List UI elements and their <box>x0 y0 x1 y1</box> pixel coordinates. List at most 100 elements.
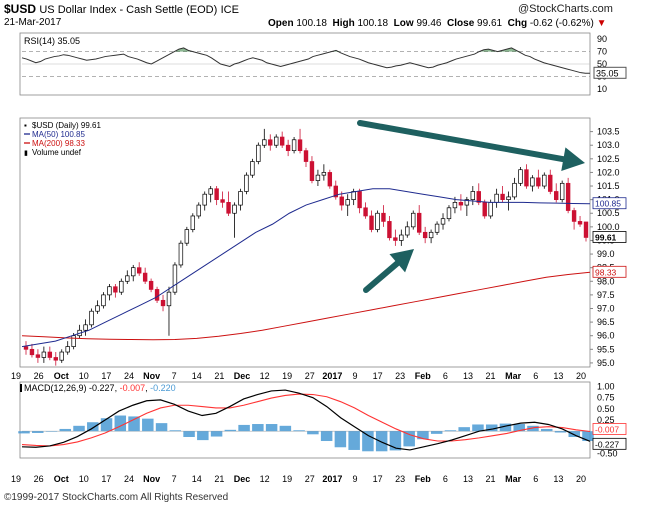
brand-logo[interactable]: @StockCharts.com <box>518 3 613 15</box>
macd-histogram-bar <box>499 423 512 432</box>
candle-body <box>577 221 583 225</box>
candle-body <box>47 351 53 358</box>
price-tick-label: 103.0 <box>597 140 620 150</box>
macd-signal-line <box>21 393 591 447</box>
candle-body <box>23 346 29 350</box>
x-tick-label: 19 <box>11 474 21 484</box>
rsi-value-box <box>593 66 627 79</box>
candle-body <box>101 294 106 307</box>
candle-body <box>274 136 279 146</box>
price-value-label: 98.33 <box>595 267 617 277</box>
candle-body <box>59 351 64 361</box>
candle-body <box>530 177 535 187</box>
candle-body <box>202 193 207 206</box>
candle-body <box>506 196 511 200</box>
downtrend-arrow-icon-shaft <box>357 120 567 163</box>
x-tick-label: 21 <box>214 474 224 484</box>
macd-histogram-bar <box>554 431 567 433</box>
price-tick-label: 95.5 <box>597 344 615 354</box>
ohlc-summary: Open 100.18 High 100.18 Low 99.46 Close … <box>268 18 606 29</box>
x-tick-label: 17 <box>101 474 111 484</box>
x-tick-label: Mar <box>505 371 522 381</box>
macd-tick-label: -0.50 <box>597 449 618 459</box>
copyright-text: ©1999-2017 StockCharts.com All Rights Re… <box>4 492 229 503</box>
macd-histogram-bar <box>417 431 429 440</box>
candle-body <box>393 237 398 241</box>
x-tick-label: 27 <box>305 474 315 484</box>
macd-line <box>21 389 591 451</box>
candle-body <box>548 174 553 192</box>
ma50-line <box>21 188 591 348</box>
candle-body <box>452 202 458 209</box>
candle-body <box>536 177 541 187</box>
price-value-box <box>592 265 627 278</box>
candle-body <box>166 291 172 307</box>
x-tick-label: 7 <box>172 371 177 381</box>
x-tick-label: Feb <box>415 474 432 484</box>
x-tick-label: 20 <box>576 371 586 381</box>
candle-body <box>518 169 523 184</box>
candle-body <box>446 207 452 220</box>
candle-body <box>119 280 124 293</box>
macd-legend-macd: -0.227 <box>89 383 115 393</box>
candle-body <box>250 161 255 176</box>
x-tick-label: Oct <box>54 474 69 484</box>
candle-body <box>256 144 261 162</box>
candle-body <box>291 139 297 152</box>
macd-histogram-bar <box>252 424 264 432</box>
macd-histogram-bar <box>73 425 85 432</box>
price-value-label: 99.61 <box>595 232 617 242</box>
downtrend-arrow-icon <box>357 120 585 171</box>
candle-body <box>262 139 267 146</box>
macd-histogram-bar <box>362 431 374 452</box>
x-tick-label: 6 <box>533 474 538 484</box>
macd-histogram-bar <box>169 430 182 432</box>
candle-body <box>476 191 481 203</box>
exchange-name: ICE <box>220 4 239 16</box>
low-label: Low <box>393 18 414 29</box>
price-legend-entry: MA(200) 98.33 <box>32 139 85 148</box>
candle-body <box>524 169 529 187</box>
candle-body <box>333 185 338 198</box>
macd-legend-swatch <box>20 384 22 392</box>
price-tick-label: 97.5 <box>597 290 615 300</box>
macd-histogram-bar <box>210 431 223 437</box>
candle-body <box>482 202 487 217</box>
candle-body <box>440 218 446 225</box>
candle-body <box>422 231 428 239</box>
price-tick-label: 98.0 <box>597 276 615 286</box>
macd-histogram-bar <box>334 431 347 448</box>
macd-histogram-bar <box>32 431 44 433</box>
candle-body <box>488 202 493 217</box>
x-tick-label: 6 <box>443 474 448 484</box>
price-tick-label: 97.0 <box>597 303 615 313</box>
macd-histogram-bar <box>100 418 113 432</box>
candle-body <box>113 286 118 293</box>
price-tick-label: 100.0 <box>597 222 620 232</box>
macd-histogram-bar <box>582 431 594 442</box>
close-label: Close <box>447 18 475 29</box>
candle-body <box>571 210 577 222</box>
x-tick-label: Feb <box>415 371 432 381</box>
open-label: Open <box>268 18 294 29</box>
high-value: 100.18 <box>357 18 389 29</box>
macd-histogram-bar <box>375 431 388 452</box>
candle-body <box>107 286 112 296</box>
candle-body <box>35 354 41 358</box>
price-tick-label: 96.0 <box>597 331 615 341</box>
x-tick-label: 14 <box>192 371 202 381</box>
candle-body <box>244 174 249 192</box>
downtrend-arrow-icon-head <box>561 147 585 171</box>
x-tick-label: 17 <box>101 371 111 381</box>
price-tick-label: 96.5 <box>597 317 615 327</box>
macd-legend: MACD(12,26,9) -0.227, -0.007, -0.220 <box>24 383 176 393</box>
macd-histogram-bar <box>265 424 278 432</box>
macd-value-box <box>592 423 627 435</box>
candle-body <box>196 204 201 217</box>
macd-histogram-bar <box>183 431 195 437</box>
macd-histogram-bar <box>18 431 30 434</box>
price-tick-label: 95.0 <box>597 358 615 368</box>
macd-legend-hist: -0.220 <box>150 383 176 393</box>
x-tick-label: 13 <box>553 474 563 484</box>
